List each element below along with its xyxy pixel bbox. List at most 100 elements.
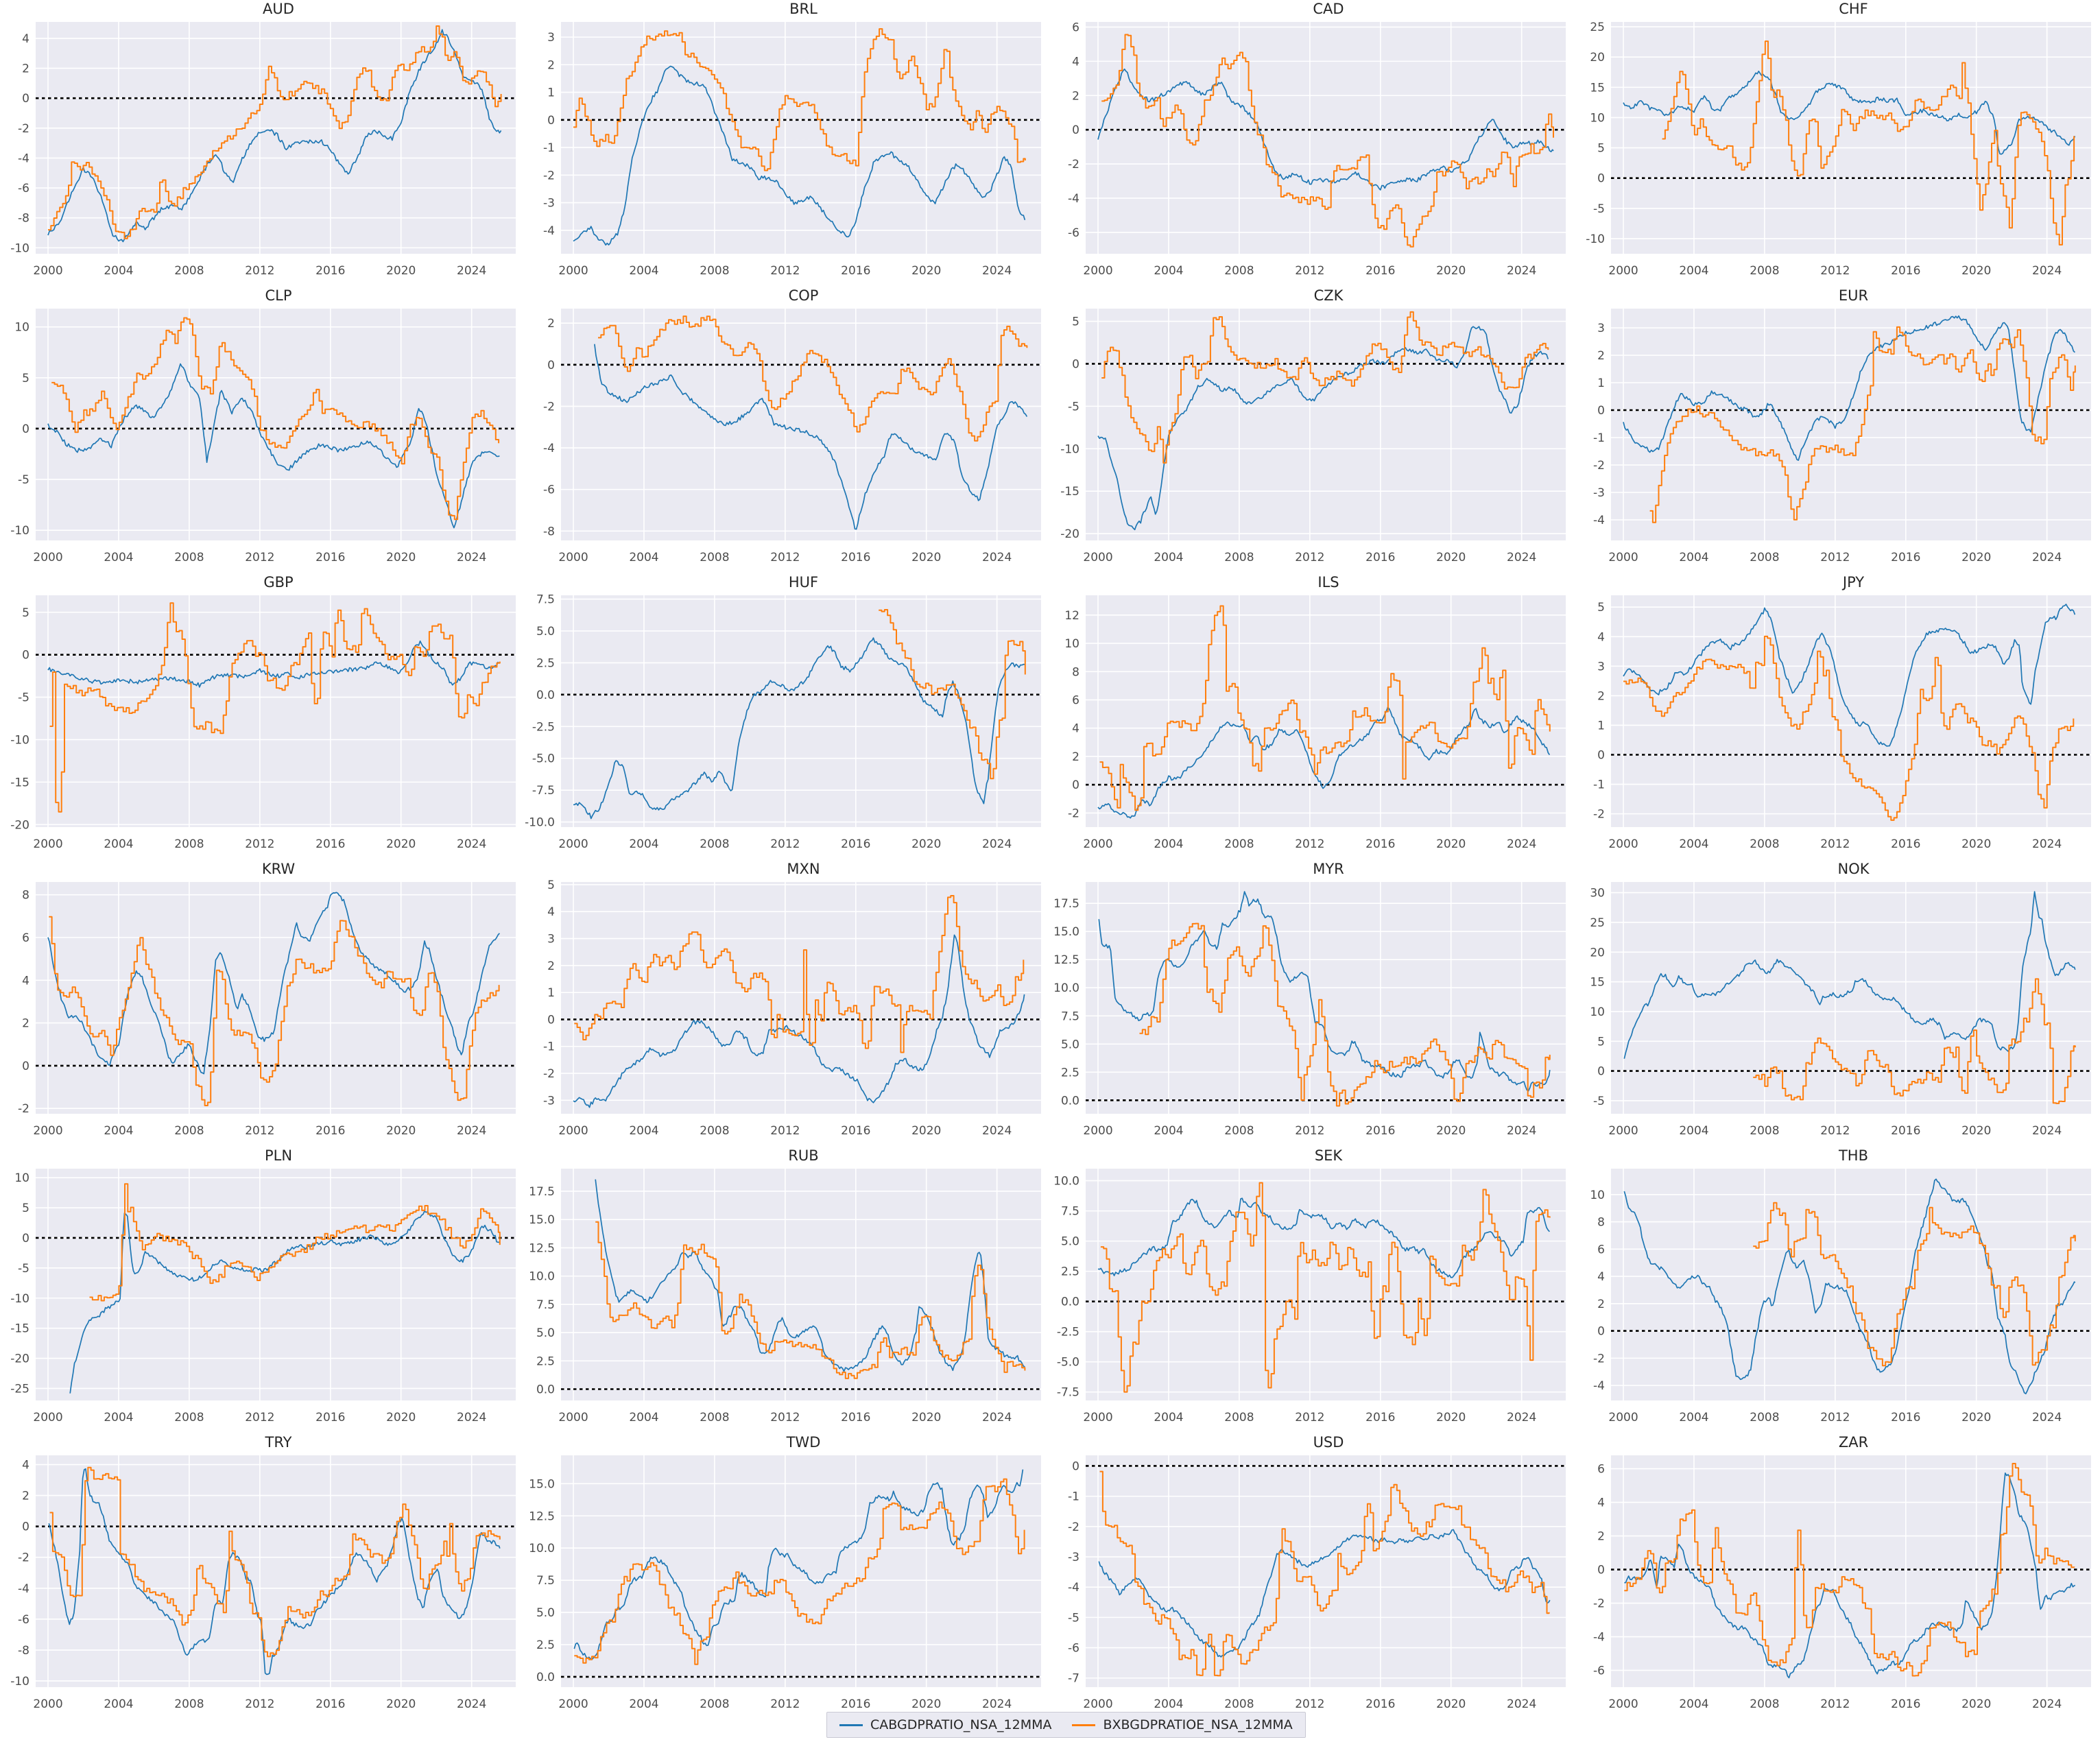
svg-text:-2.5: -2.5: [1057, 1326, 1079, 1339]
chart-cell-try: TRY 2000 2004 2008 2012 2016 2020 2024 4 2 0 -2 -4 -6…: [0, 1433, 525, 1720]
chart-title-sek: SEK: [1314, 1147, 1343, 1164]
svg-text:2016: 2016: [1365, 551, 1395, 564]
svg-text:2000: 2000: [1083, 837, 1112, 851]
svg-text:-6: -6: [18, 182, 29, 195]
svg-text:2000: 2000: [1083, 1124, 1112, 1138]
series-cab-blue-huf: [573, 637, 1025, 820]
svg-text:2016: 2016: [1891, 551, 1920, 564]
svg-text:8: 8: [1072, 665, 1079, 679]
series-bxb-orange-zar: [1623, 1463, 2075, 1677]
svg-text:-7: -7: [1068, 1672, 1079, 1686]
svg-text:-5: -5: [18, 691, 29, 705]
series-bxb-orange-sek: [1100, 1182, 1551, 1393]
svg-text:-6: -6: [1068, 1642, 1079, 1656]
svg-text:-8: -8: [18, 1644, 29, 1658]
svg-text:0: 0: [547, 1013, 555, 1027]
svg-text:10: 10: [14, 1171, 29, 1185]
svg-text:2016: 2016: [841, 1411, 870, 1424]
svg-text:0: 0: [1597, 749, 1605, 763]
chart-cell-cad: CAD 2000 2004 2008 2012 2016 2020 2024 6 4 2 0 -2 -4 -…: [1050, 0, 1575, 287]
series-cab-blue-usd: [1098, 1529, 1551, 1658]
svg-text:2000: 2000: [1083, 551, 1112, 564]
svg-text:2024: 2024: [982, 264, 1012, 278]
svg-text:2000: 2000: [558, 264, 588, 278]
svg-text:2004: 2004: [104, 837, 133, 851]
svg-text:2012: 2012: [1820, 264, 1850, 278]
svg-text:10: 10: [1590, 111, 1605, 125]
chart-title-twd: TWD: [786, 1434, 821, 1451]
chart-plot-thb: 2000 2004 2008 2012 2016 2020 2024 10 8 6 4 2 0 -2 -4: [1590, 1169, 2091, 1424]
svg-text:0: 0: [22, 649, 29, 663]
svg-text:2024: 2024: [2032, 1697, 2062, 1711]
svg-text:2008: 2008: [1750, 1124, 1779, 1138]
series-bxb-orange-nok: [1752, 978, 2076, 1104]
svg-text:2004: 2004: [629, 264, 658, 278]
svg-text:6: 6: [22, 931, 29, 945]
series-bxb-orange-myr: [1139, 922, 1551, 1107]
svg-text:2004: 2004: [1679, 264, 1708, 278]
legend-item-cab: CABGDPRATIO_NSA_12MMA: [839, 1717, 1051, 1732]
svg-text:2004: 2004: [1154, 551, 1183, 564]
svg-text:2004: 2004: [104, 264, 133, 278]
svg-text:-2: -2: [1593, 808, 1605, 822]
svg-text:-5: -5: [1593, 1095, 1605, 1108]
svg-text:2012: 2012: [245, 551, 274, 564]
svg-text:2024: 2024: [1507, 1411, 1536, 1424]
svg-text:2012: 2012: [770, 1411, 800, 1424]
svg-text:2012: 2012: [1820, 1411, 1850, 1424]
svg-text:10: 10: [1590, 1005, 1605, 1019]
svg-text:4: 4: [1597, 630, 1605, 644]
svg-text:2004: 2004: [1679, 837, 1708, 851]
svg-text:0: 0: [1072, 357, 1079, 371]
svg-text:1: 1: [547, 86, 555, 100]
svg-text:5: 5: [1072, 315, 1079, 329]
svg-text:2004: 2004: [1154, 1697, 1183, 1711]
svg-text:2004: 2004: [1154, 1124, 1183, 1138]
series-bxb-orange-krw: [49, 916, 500, 1106]
chart-plot-aud: 2000 2004 2008 2012 2016 2020 2024 4 2 0 -2 -4 -6 -8 -…: [10, 22, 516, 278]
chart-title-czk: CZK: [1313, 287, 1344, 304]
chart-plot-krw: 2000 2004 2008 2012 2016 2020 2024 8 6 4 2 0 -2: [18, 882, 516, 1138]
series-cab-blue-clp: [47, 363, 500, 529]
svg-text:6: 6: [1597, 1243, 1605, 1256]
svg-text:2024: 2024: [982, 837, 1012, 851]
chart-cell-cop: COP 2000 2004 2008 2012 2016 2020 2024 2 0 -2 -4 -6 -…: [525, 287, 1051, 573]
svg-text:2.5: 2.5: [536, 1638, 554, 1652]
svg-text:0: 0: [22, 1520, 29, 1534]
chart-plot-ils: 2000 2004 2008 2012 2016 2020 2024 12 10 8 6 4 2 0 -2: [1064, 595, 1566, 851]
svg-text:2000: 2000: [33, 1124, 62, 1138]
svg-text:-4: -4: [18, 152, 29, 165]
svg-text:5.0: 5.0: [1061, 1235, 1079, 1249]
svg-text:-2: -2: [543, 169, 555, 182]
svg-text:2004: 2004: [1154, 1411, 1183, 1424]
svg-text:-5: -5: [18, 1262, 29, 1276]
chart-plot-usd: 2000 2004 2008 2012 2016 2020 2024 0 -1 -2 -3 -4 -5 -…: [1068, 1455, 1566, 1711]
svg-text:20: 20: [1590, 51, 1605, 64]
svg-text:2008: 2008: [174, 1411, 204, 1424]
svg-text:2: 2: [1597, 349, 1605, 363]
legend: CABGDPRATIO_NSA_12MMA BXBGDPRATIOE_NSA_1…: [826, 1712, 1306, 1738]
svg-text:-6: -6: [1068, 226, 1079, 240]
series-bxb-orange-aud: [48, 25, 502, 239]
svg-text:0: 0: [22, 422, 29, 436]
svg-text:2008: 2008: [174, 551, 204, 564]
series-cab-blue-thb: [1623, 1178, 2075, 1395]
svg-text:2000: 2000: [558, 1411, 588, 1424]
series-cab-blue-chf: [1622, 71, 2075, 155]
svg-text:2008: 2008: [700, 1411, 729, 1424]
svg-text:2008: 2008: [174, 1124, 204, 1138]
chart-plot-zar: 2000 2004 2008 2012 2016 2020 2024 6 4 2 0 -2 -4 -6: [1593, 1455, 2091, 1711]
svg-text:2012: 2012: [770, 551, 800, 564]
svg-text:2008: 2008: [700, 1697, 729, 1711]
svg-text:2016: 2016: [1365, 1124, 1395, 1138]
svg-text:2012: 2012: [770, 1124, 800, 1138]
svg-text:2004: 2004: [104, 551, 133, 564]
series-cab-blue-brl: [573, 65, 1025, 246]
svg-text:-1: -1: [1593, 431, 1605, 445]
svg-text:2: 2: [1072, 89, 1079, 103]
svg-text:-7.5: -7.5: [1057, 1386, 1079, 1400]
svg-text:5: 5: [22, 606, 29, 620]
chart-title-clp: CLP: [265, 287, 292, 304]
svg-text:4: 4: [22, 974, 29, 988]
